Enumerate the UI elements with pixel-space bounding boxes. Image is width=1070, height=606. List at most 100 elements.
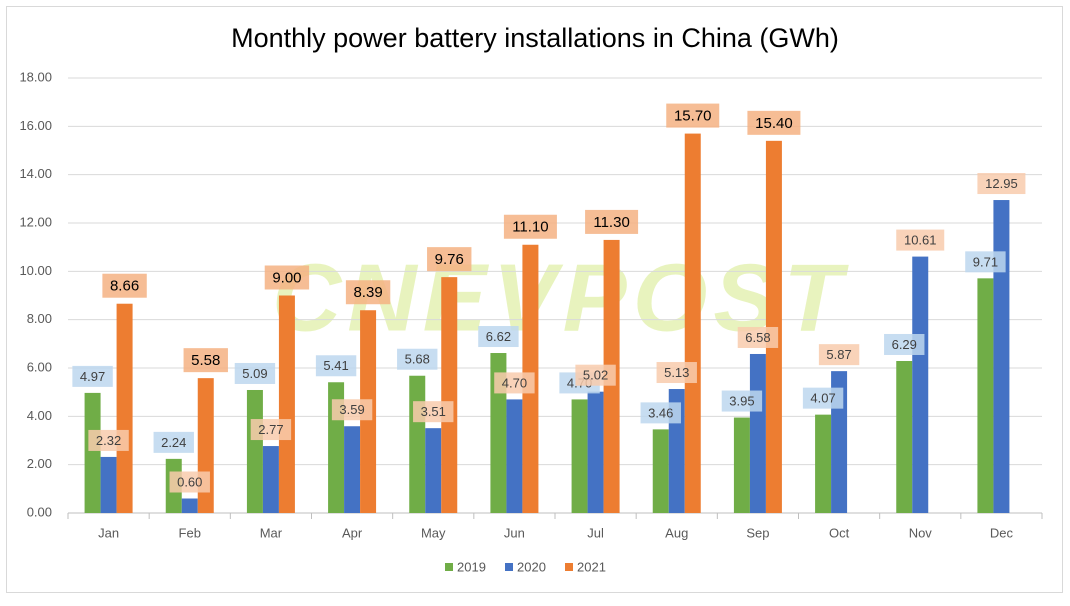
data-label: 15.70: [674, 108, 712, 125]
label-box: [250, 419, 292, 441]
bar: [977, 278, 994, 513]
bar: [197, 378, 214, 513]
data-label: 12.95: [985, 176, 1018, 191]
data-label: 3.59: [339, 402, 364, 417]
label-box: [102, 273, 147, 298]
label-box: [818, 344, 860, 366]
legend-swatch: [445, 563, 453, 571]
data-label: 9.00: [272, 269, 301, 286]
legend-label: 2020: [517, 559, 546, 574]
label-box: [656, 362, 697, 384]
data-label: 6.58: [745, 330, 770, 345]
label-box: [234, 362, 276, 384]
label-box: [169, 471, 210, 493]
data-label: 8.66: [110, 278, 139, 295]
data-label: 11.10: [512, 219, 548, 236]
y-tick-label: 2.00: [27, 456, 52, 471]
y-tick-label: 0.00: [27, 504, 52, 519]
x-tick-label: May: [421, 525, 446, 540]
bar: [912, 256, 929, 513]
bar: [571, 399, 588, 513]
x-tick-label: Sep: [746, 525, 769, 540]
data-label: 9.76: [435, 251, 464, 268]
data-label: 4.97: [80, 369, 105, 384]
data-label: 6.62: [486, 329, 511, 344]
label-box: [737, 326, 779, 348]
bar: [684, 133, 701, 514]
label-box: [884, 333, 925, 355]
label-box: [183, 348, 228, 373]
data-label: 2.32: [96, 433, 121, 448]
bar: [262, 446, 279, 513]
bar: [652, 429, 669, 513]
bar: [765, 140, 782, 514]
x-tick-label: Apr: [342, 525, 363, 540]
data-label: 3.51: [421, 404, 446, 419]
data-label: 0.60: [177, 474, 202, 489]
label-box: [478, 326, 519, 348]
label-box: [977, 173, 1026, 195]
bar: [116, 303, 133, 513]
data-label: 3.46: [648, 405, 673, 420]
bar: [100, 456, 117, 513]
bar: [181, 498, 198, 513]
y-tick-label: 8.00: [27, 311, 52, 326]
y-tick-label: 16.00: [19, 118, 52, 133]
data-label: 10.61: [904, 233, 937, 248]
data-label: 5.13: [664, 365, 689, 380]
label-box: [315, 355, 357, 377]
label-box: [88, 429, 129, 451]
label-box: [747, 110, 801, 135]
data-label: 2.77: [258, 422, 283, 437]
bar: [278, 295, 295, 513]
y-tick-label: 10.00: [19, 263, 52, 278]
chart-title: Monthly power battery installations in C…: [231, 23, 839, 53]
label-box: [721, 390, 763, 412]
y-tick-label: 4.00: [27, 408, 52, 423]
bar: [344, 426, 361, 513]
label-box: [345, 280, 391, 305]
label-box: [503, 214, 557, 239]
data-label: 5.02: [583, 368, 608, 383]
x-tick-label: Feb: [179, 525, 201, 540]
bar: [84, 392, 101, 513]
label-box: [802, 387, 844, 409]
data-label: 5.87: [826, 347, 851, 362]
bar: [749, 353, 766, 513]
label-box: [72, 365, 113, 387]
data-label: 9.71: [973, 254, 998, 269]
label-box: [666, 103, 720, 128]
legend-label: 2019: [457, 559, 486, 574]
data-label: 4.07: [810, 391, 835, 406]
bar: [896, 360, 913, 513]
x-tick-label: Nov: [909, 525, 933, 540]
label-box: [153, 431, 194, 453]
bar: [441, 277, 458, 513]
legend-swatch: [505, 563, 513, 571]
data-label: 5.41: [323, 358, 348, 373]
x-tick-label: Mar: [260, 525, 283, 540]
bar: [246, 389, 263, 513]
bar: [409, 375, 426, 513]
y-tick-label: 6.00: [27, 359, 52, 374]
label-box: [413, 401, 454, 423]
data-label: 2.24: [161, 435, 186, 450]
bar: [733, 417, 750, 513]
label-box: [965, 251, 1006, 273]
label-box: [397, 348, 438, 370]
label-box: [896, 229, 945, 251]
x-tick-label: Jan: [98, 525, 119, 540]
x-tick-label: Oct: [829, 525, 850, 540]
label-box: [575, 364, 616, 386]
label-box: [331, 399, 373, 421]
bar: [587, 391, 604, 513]
label-box: [640, 402, 681, 424]
bar: [506, 399, 523, 513]
data-label: 4.70: [502, 375, 527, 390]
data-label: 8.39: [353, 284, 382, 301]
data-label: 5.68: [405, 352, 430, 367]
label-box: [427, 247, 472, 272]
label-box: [585, 209, 639, 234]
x-tick-label: Dec: [990, 525, 1014, 540]
